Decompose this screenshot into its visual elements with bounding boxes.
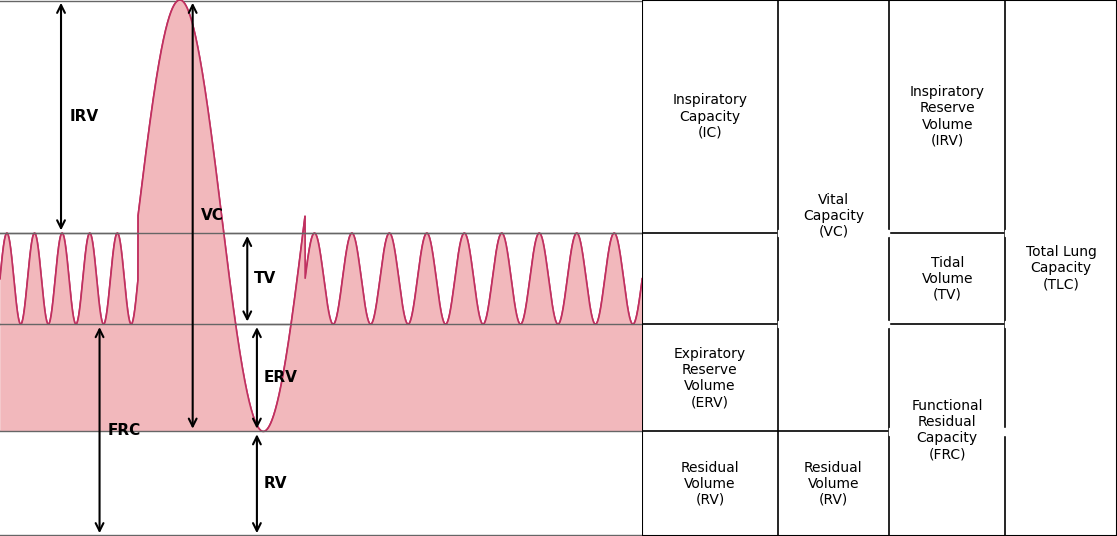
Text: Residual
Volume
(RV): Residual Volume (RV) bbox=[804, 460, 862, 507]
Text: Tidal
Volume
(TV): Tidal Volume (TV) bbox=[922, 256, 973, 302]
Text: TV: TV bbox=[254, 271, 276, 286]
Bar bbox=[1005, 230, 1117, 236]
Text: Total Lung
Capacity
(TLC): Total Lung Capacity (TLC) bbox=[1025, 245, 1097, 291]
Text: Residual
Volume
(RV): Residual Volume (RV) bbox=[680, 460, 739, 507]
Bar bbox=[889, 428, 1005, 435]
Bar bbox=[0, 431, 642, 536]
Bar bbox=[777, 230, 889, 236]
Text: Inspiratory
Reserve
Volume
(IRV): Inspiratory Reserve Volume (IRV) bbox=[909, 85, 985, 148]
Text: VC: VC bbox=[201, 209, 223, 223]
Text: Expiratory
Reserve
Volume
(ERV): Expiratory Reserve Volume (ERV) bbox=[674, 347, 746, 409]
Text: Functional
Residual
Capacity
(FRC): Functional Residual Capacity (FRC) bbox=[911, 399, 983, 461]
Text: Inspiratory
Capacity
(IC): Inspiratory Capacity (IC) bbox=[672, 93, 747, 140]
Text: IRV: IRV bbox=[69, 109, 98, 124]
Bar bbox=[1005, 428, 1117, 435]
Bar bbox=[1005, 321, 1117, 327]
Text: RV: RV bbox=[264, 477, 287, 491]
Text: FRC: FRC bbox=[108, 423, 141, 437]
Text: Vital
Capacity
(VC): Vital Capacity (VC) bbox=[803, 192, 863, 239]
Bar bbox=[777, 321, 889, 327]
Text: ERV: ERV bbox=[264, 370, 297, 385]
